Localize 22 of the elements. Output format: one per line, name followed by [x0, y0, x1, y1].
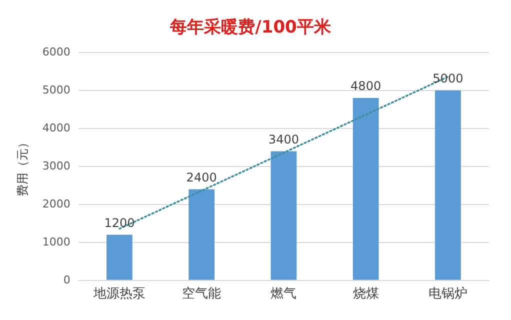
- y-tick-label: 5000: [42, 83, 70, 96]
- bar: [188, 189, 215, 280]
- data-label: 3400: [268, 132, 299, 146]
- bar: [352, 98, 379, 280]
- x-tick-label: 电锅炉: [428, 286, 468, 302]
- data-label: 4800: [350, 79, 382, 94]
- y-tick-label: 6000: [42, 45, 70, 58]
- y-tick-label: 4000: [42, 121, 70, 134]
- x-tick-label: 燃气: [270, 286, 297, 302]
- x-tick-label: 烧煤: [352, 286, 379, 302]
- y-tick-label: 2000: [42, 197, 70, 210]
- y-tick-label: 1000: [42, 235, 70, 248]
- bar: [270, 151, 297, 280]
- data-label: 2400: [186, 170, 217, 184]
- chart-title: 每年采暖费/100平米: [169, 18, 332, 38]
- y-axis-title: 费用（元）: [15, 136, 30, 196]
- x-tick-label: 地源热泵: [92, 286, 146, 302]
- y-tick-label: 0: [63, 273, 70, 286]
- bar: [106, 234, 132, 280]
- bar: [435, 90, 461, 280]
- y-tick-label: 3000: [42, 159, 70, 172]
- x-tick-label: 空气能: [182, 286, 222, 302]
